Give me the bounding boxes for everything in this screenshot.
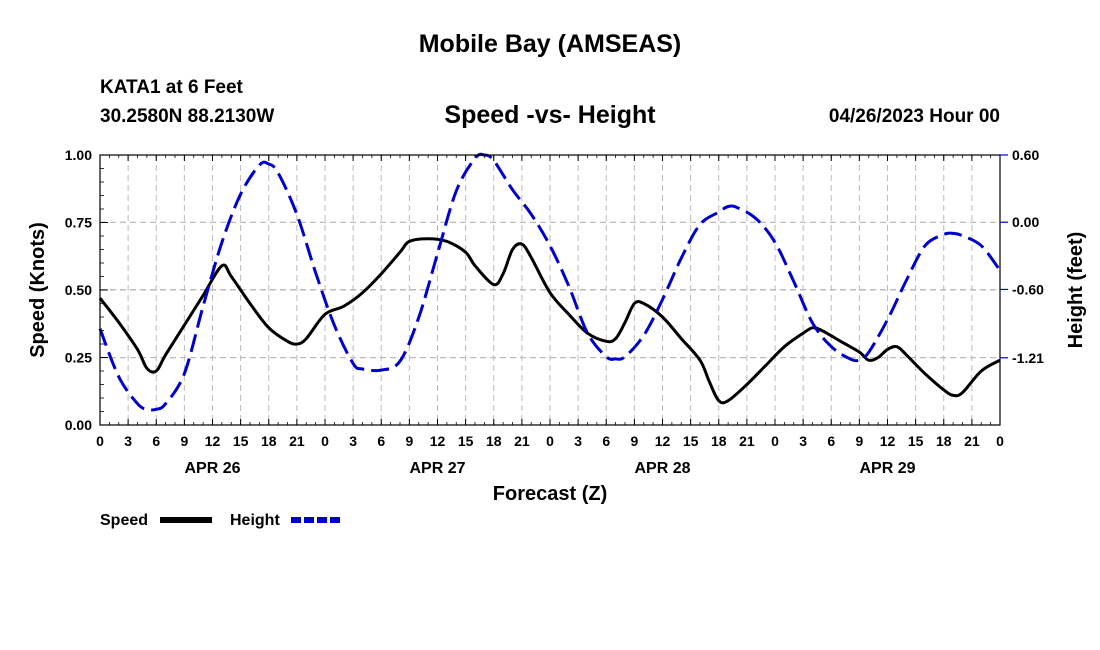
legend-label-speed: Speed bbox=[100, 512, 148, 529]
y-axis-label: Speed (Knots) bbox=[27, 222, 49, 358]
x-tick-label: 0 bbox=[321, 433, 329, 449]
x-tick-label: 18 bbox=[486, 433, 502, 449]
series-lines bbox=[98, 152, 1002, 412]
y-tick-label: 0.75 bbox=[65, 215, 92, 231]
x-tick-label: 6 bbox=[152, 433, 160, 449]
date-label: APR 29 bbox=[859, 460, 915, 477]
legend: Speed Height bbox=[100, 512, 343, 529]
x-tick-label: 15 bbox=[233, 433, 249, 449]
y2-tick-label: 0.60 bbox=[1012, 147, 1039, 163]
date-label: APR 28 bbox=[634, 460, 690, 477]
x-tick-label: 18 bbox=[711, 433, 727, 449]
x-tick-label: 9 bbox=[180, 433, 188, 449]
x-axis-label: Forecast (Z) bbox=[493, 483, 607, 505]
date-label: APR 26 bbox=[184, 460, 240, 477]
x-tick-label: 12 bbox=[205, 433, 221, 449]
series-line-speed bbox=[98, 237, 1001, 405]
x-tick-label: 6 bbox=[602, 433, 610, 449]
forecast-datetime: 04/26/2023 Hour 00 bbox=[828, 106, 1000, 127]
x-tick-label: 21 bbox=[289, 433, 305, 449]
chart-subtitle: Speed -vs- Height bbox=[444, 101, 656, 129]
x-tick-label: 21 bbox=[964, 433, 980, 449]
y-tick-label: 0.00 bbox=[65, 417, 92, 433]
x-tick-label: 18 bbox=[936, 433, 952, 449]
x-tick-label: 12 bbox=[880, 433, 896, 449]
y-tick-label: 1.00 bbox=[65, 147, 92, 163]
y-tick-label: 0.50 bbox=[65, 282, 92, 298]
y2-tick-label: -0.60 bbox=[1012, 281, 1044, 297]
y-tick-label: 0.25 bbox=[65, 350, 92, 366]
station-coordinates: 30.2580N 88.2130W bbox=[100, 106, 275, 127]
x-tick-label: 9 bbox=[630, 433, 638, 449]
x-tick-label: 21 bbox=[514, 433, 530, 449]
date-label: APR 27 bbox=[409, 460, 465, 477]
x-tick-label: 9 bbox=[855, 433, 863, 449]
x-tick-label: 21 bbox=[739, 433, 755, 449]
x-tick-label: 3 bbox=[574, 433, 582, 449]
x-tick-label: 6 bbox=[827, 433, 835, 449]
x-tick-label: 6 bbox=[377, 433, 385, 449]
y2-tick-label: -1.21 bbox=[1012, 350, 1044, 366]
x-tick-label: 0 bbox=[96, 433, 104, 449]
axes: 0 3 6 9 12 15 18 21 0 3 6 9 12 15 18 21 0 3 6 9 12 15 18 21 0 3 6 9… bbox=[65, 147, 1044, 477]
x-tick-label: 3 bbox=[349, 433, 357, 449]
x-tick-label: 12 bbox=[430, 433, 446, 449]
y2-axis-label: Height (feet) bbox=[1065, 232, 1087, 349]
x-tick-label: 15 bbox=[683, 433, 699, 449]
station-name: KATA1 at 6 Feet bbox=[100, 77, 243, 98]
x-tick-label: 0 bbox=[996, 433, 1004, 449]
x-tick-label: 15 bbox=[458, 433, 474, 449]
x-tick-label: 12 bbox=[655, 433, 671, 449]
legend-label-height: Height bbox=[230, 512, 280, 529]
x-tick-label: 0 bbox=[546, 433, 554, 449]
x-tick-label: 15 bbox=[908, 433, 924, 449]
x-tick-label: 3 bbox=[799, 433, 807, 449]
y2-tick-label: 0.00 bbox=[1012, 214, 1039, 230]
x-tick-label: 9 bbox=[405, 433, 413, 449]
x-tick-label: 18 bbox=[261, 433, 277, 449]
x-tick-label: 0 bbox=[771, 433, 779, 449]
page-title: Mobile Bay (AMSEAS) bbox=[418, 30, 682, 58]
series-line-height bbox=[98, 152, 1002, 412]
x-tick-label: 3 bbox=[124, 433, 132, 449]
